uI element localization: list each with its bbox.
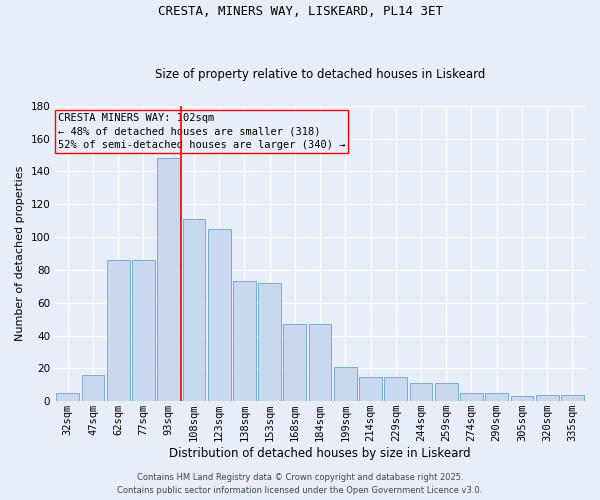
Bar (208, 229, 230, 401)
Bar (233, 282, 256, 401)
Bar (435, 383, 458, 401)
Text: CRESTA MINERS WAY: 102sqm
← 48% of detached houses are smaller (318)
52% of semi: CRESTA MINERS WAY: 102sqm ← 48% of detac… (58, 113, 346, 150)
Bar (561, 394, 584, 401)
Text: CRESTA, MINERS WAY, LISKEARD, PL14 3ET: CRESTA, MINERS WAY, LISKEARD, PL14 3ET (157, 5, 443, 18)
Text: Contains HM Land Registry data © Crown copyright and database right 2025.
Contai: Contains HM Land Registry data © Crown c… (118, 474, 482, 495)
Bar (309, 324, 331, 401)
Bar (536, 394, 559, 401)
Bar (82, 375, 104, 401)
Bar (107, 260, 130, 401)
Bar (258, 283, 281, 401)
X-axis label: Distribution of detached houses by size in Liskeard: Distribution of detached houses by size … (169, 447, 471, 460)
Bar (359, 376, 382, 401)
Bar (157, 158, 180, 401)
Y-axis label: Number of detached properties: Number of detached properties (15, 166, 25, 341)
Bar (283, 324, 306, 401)
Bar (511, 396, 533, 401)
Bar (385, 376, 407, 401)
Bar (334, 366, 356, 401)
Bar (460, 393, 483, 401)
Bar (182, 219, 205, 401)
Bar (56, 393, 79, 401)
Bar (485, 393, 508, 401)
Title: Size of property relative to detached houses in Liskeard: Size of property relative to detached ho… (155, 68, 485, 81)
Bar (410, 383, 433, 401)
Bar (132, 260, 155, 401)
